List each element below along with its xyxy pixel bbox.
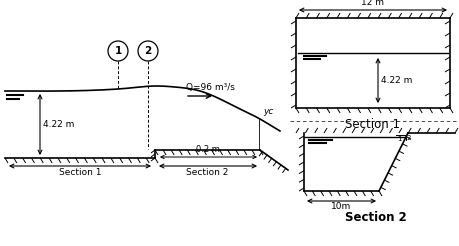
Text: 2: 2 bbox=[144, 46, 151, 56]
Text: Section 1: Section 1 bbox=[345, 118, 400, 131]
Text: 0.2 m: 0.2 m bbox=[195, 145, 219, 154]
Text: 1: 1 bbox=[396, 136, 401, 142]
Text: 1: 1 bbox=[114, 46, 121, 56]
Text: Section 2: Section 2 bbox=[344, 211, 405, 224]
Text: 12 m: 12 m bbox=[361, 0, 384, 7]
Text: 4.22 m: 4.22 m bbox=[380, 76, 411, 85]
Text: 10m: 10m bbox=[330, 202, 351, 211]
Text: Section 1: Section 1 bbox=[59, 168, 101, 177]
Text: 2: 2 bbox=[406, 135, 410, 141]
Text: Q=96 m³/s: Q=96 m³/s bbox=[185, 83, 235, 92]
Text: yc: yc bbox=[263, 107, 273, 116]
Text: 4.22 m: 4.22 m bbox=[43, 120, 74, 129]
Text: Section 2: Section 2 bbox=[186, 168, 228, 177]
